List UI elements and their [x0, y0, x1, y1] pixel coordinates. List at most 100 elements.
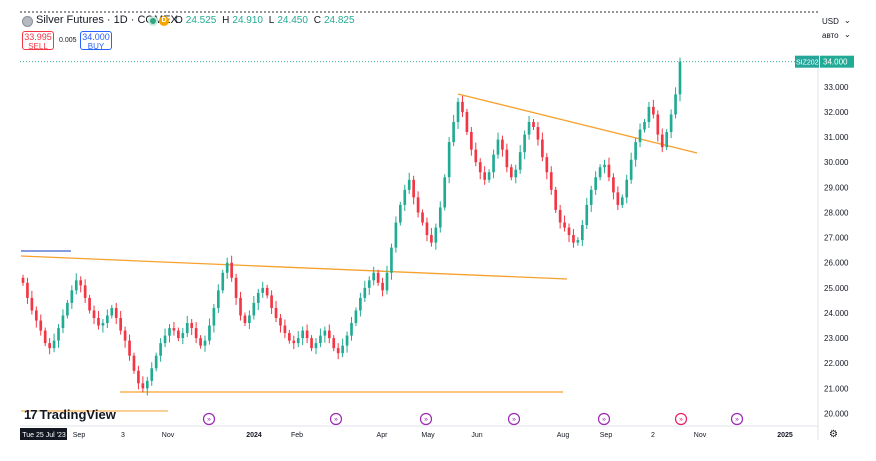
candle-body [412, 179, 415, 198]
candle-body [492, 154, 495, 173]
candle [581, 219, 584, 247]
candle-body [403, 189, 407, 205]
event-marker-glyph: » [207, 416, 211, 424]
time-tick-label: Feb [291, 432, 303, 439]
candle-body [194, 328, 198, 339]
candle-body [128, 340, 131, 356]
price-axis[interactable]: 33.000 32.000 31.000 30.000 29.000 28.000 27.0… [795, 55, 854, 419]
candle [159, 338, 162, 362]
event-markers: » » » » » » » [202, 412, 744, 426]
sell-label: SELL [28, 42, 48, 51]
buy-label: BUY [87, 42, 105, 51]
tradingview-logo[interactable]: 17 TradingView [24, 407, 116, 422]
candle [177, 327, 180, 342]
candle-body [150, 368, 154, 381]
chevron-down-icon[interactable]: ⌄ [844, 30, 851, 39]
candle [372, 266, 376, 286]
candle-body [470, 132, 473, 150]
event-marker-icon[interactable]: » [674, 412, 688, 426]
event-marker-circle [202, 412, 216, 426]
candle [336, 343, 340, 360]
candle [669, 109, 673, 139]
candle-body [434, 227, 438, 243]
candle [567, 223, 571, 243]
candle [359, 292, 362, 317]
trendline-3[interactable] [457, 93, 698, 154]
candle-body [163, 335, 167, 344]
candle [88, 294, 91, 314]
candle [518, 145, 522, 174]
candle-body [270, 295, 273, 308]
chevron-down-icon[interactable]: ⌄ [844, 16, 851, 25]
candle [34, 306, 38, 328]
event-marker-icon[interactable]: » [419, 412, 433, 426]
candle [478, 158, 482, 180]
sell-button[interactable]: 33.995 SELL [22, 31, 54, 51]
candle-body [443, 177, 447, 208]
price-tick-label: 27.000 [824, 234, 849, 243]
candle [345, 331, 349, 353]
candle [492, 149, 495, 179]
logo-text: TradingView [39, 407, 116, 422]
event-marker-icon[interactable]: » [597, 412, 611, 426]
candle [350, 317, 353, 341]
candle-body [359, 297, 362, 311]
candle [549, 166, 553, 195]
candle-body [203, 340, 207, 346]
candle-body [301, 330, 305, 339]
symbol-title[interactable]: Silver Futures · 1D · COMEX [36, 14, 178, 26]
candle-body [390, 247, 393, 273]
event-marker-glyph: » [735, 416, 739, 424]
candle [319, 328, 322, 348]
candle-body [398, 204, 402, 223]
candle-body [61, 315, 65, 329]
trendlines[interactable] [20, 93, 698, 412]
event-marker-icon[interactable]: » [730, 412, 744, 426]
candle [256, 288, 260, 310]
candle [585, 197, 589, 230]
trendline-1[interactable] [20, 255, 568, 280]
time-cursor-label: Tue 25 Jul '23 [22, 432, 66, 439]
candle [83, 279, 87, 303]
candle [296, 331, 300, 348]
candle-body [159, 343, 162, 356]
candle [554, 186, 558, 213]
candle [509, 164, 513, 181]
candle-body [385, 272, 389, 291]
d-badge[interactable]: D [159, 16, 169, 26]
price-tick-label: 28.000 [824, 208, 849, 217]
candle-body [589, 189, 593, 205]
candle-body [70, 290, 74, 303]
scale-mode-selector[interactable]: авто [822, 31, 839, 40]
candle-body [487, 172, 491, 180]
candle-body [274, 307, 278, 319]
candle [212, 303, 216, 333]
settings-gear-icon[interactable]: ⚙ [829, 429, 838, 440]
candle [434, 223, 438, 250]
candle [21, 274, 25, 286]
event-marker-icon[interactable]: » [507, 412, 521, 426]
event-marker-glyph: » [679, 416, 683, 424]
candle-body [354, 310, 358, 324]
candle-body [106, 315, 109, 324]
candle [407, 172, 411, 194]
event-marker-icon[interactable]: » [329, 412, 343, 426]
time-axis[interactable]: Tue 25 Jul '23 Sep 3 Nov 2024 Feb Apr May Jun Aug… [20, 425, 818, 440]
candle [279, 313, 282, 333]
candle [66, 299, 69, 319]
candle-body [438, 207, 442, 228]
candle-body [452, 121, 455, 143]
candle [123, 326, 127, 348]
market-status-icon[interactable] [148, 16, 158, 26]
event-marker-icon[interactable]: » [202, 412, 216, 426]
candle [354, 307, 358, 327]
candle-body [57, 328, 60, 341]
buy-button[interactable]: 34.000 BUY [80, 31, 112, 51]
candle [381, 277, 384, 297]
candle-body [585, 204, 589, 226]
currency-selector[interactable]: USD [822, 17, 839, 26]
candle-body [620, 197, 624, 205]
event-marker-circle [329, 412, 343, 426]
candle-body [239, 297, 242, 316]
